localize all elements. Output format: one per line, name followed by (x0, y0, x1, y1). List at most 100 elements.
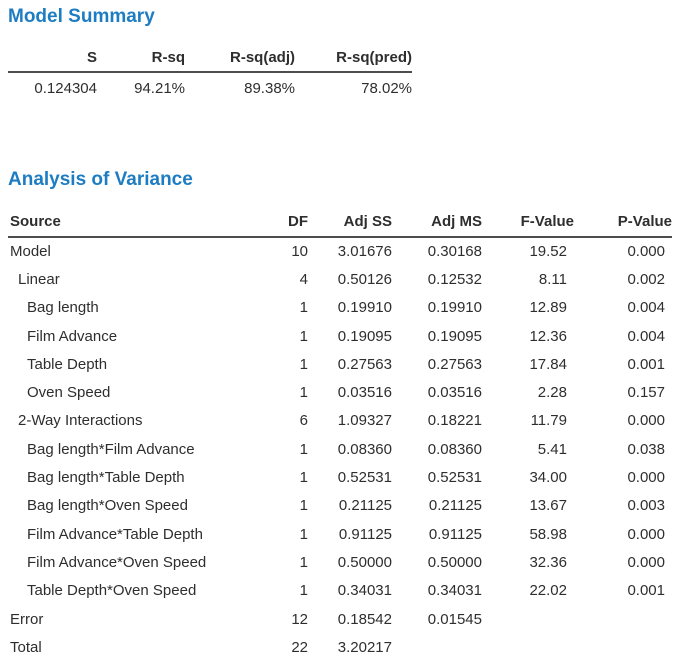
column-header-adj-ss: Adj SS (308, 213, 392, 237)
adj-ss-cell: 0.34031 (308, 577, 392, 605)
adj-ss-cell: 3.01676 (308, 237, 392, 265)
df-cell: 4 (278, 265, 308, 293)
f-value-cell: 17.84 (482, 350, 574, 378)
f-value-cell: 32.36 (482, 548, 574, 576)
f-value-cell: 12.36 (482, 322, 574, 350)
statistics-report: Model Summary S R-sq R-sq(adj) R-sq(pred… (0, 0, 686, 661)
table-row: Model 10 3.01676 0.30168 19.52 0.000 (8, 237, 672, 265)
adj-ss-cell: 0.50000 (308, 548, 392, 576)
table-row: Bag length*Film Advance 1 0.08360 0.0836… (8, 435, 672, 463)
p-value-cell: 0.004 (574, 294, 672, 322)
df-cell: 22 (278, 633, 308, 661)
table-row: Total 22 3.20217 (8, 633, 672, 661)
f-value-cell: 19.52 (482, 237, 574, 265)
column-header-rsq-pred: R-sq(pred) (295, 49, 412, 72)
source-cell: Total (8, 633, 278, 661)
f-value-cell: 8.11 (482, 265, 574, 293)
df-cell: 1 (278, 350, 308, 378)
p-value-cell: 0.001 (574, 350, 672, 378)
p-value-cell: 0.000 (574, 463, 672, 491)
df-cell: 1 (278, 378, 308, 406)
p-value-cell: 0.000 (574, 407, 672, 435)
adj-ms-cell: 0.12532 (392, 265, 482, 293)
adj-ss-cell: 0.52531 (308, 463, 392, 491)
adj-ss-cell: 3.20217 (308, 633, 392, 661)
adj-ms-cell: 0.52531 (392, 463, 482, 491)
p-value-cell: 0.001 (574, 577, 672, 605)
df-cell: 1 (278, 435, 308, 463)
adj-ms-cell (392, 633, 482, 661)
adj-ss-cell: 0.03516 (308, 378, 392, 406)
adj-ms-cell: 0.30168 (392, 237, 482, 265)
source-cell: Error (8, 605, 278, 633)
column-header-p-value: P-Value (574, 213, 672, 237)
df-cell: 1 (278, 294, 308, 322)
source-cell: Bag length*Film Advance (8, 435, 278, 463)
adj-ms-cell: 0.01545 (392, 605, 482, 633)
adj-ss-cell: 0.21125 (308, 492, 392, 520)
anova-title: Analysis of Variance (8, 169, 686, 191)
table-row: Table Depth*Oven Speed 1 0.34031 0.34031… (8, 577, 672, 605)
f-value-cell: 13.67 (482, 492, 574, 520)
adj-ms-cell: 0.08360 (392, 435, 482, 463)
column-header-source: Source (8, 213, 278, 237)
f-value-cell: 11.79 (482, 407, 574, 435)
table-row: Film Advance*Oven Speed 1 0.50000 0.5000… (8, 548, 672, 576)
rsq-adj-value: 89.38% (185, 72, 295, 97)
df-cell: 1 (278, 463, 308, 491)
source-cell: Bag length (8, 294, 278, 322)
p-value-cell: 0.003 (574, 492, 672, 520)
source-cell: Table Depth (8, 350, 278, 378)
p-value-cell: 0.000 (574, 520, 672, 548)
p-value-cell (574, 633, 672, 661)
rsq-pred-value: 78.02% (295, 72, 412, 97)
adj-ms-cell: 0.19910 (392, 294, 482, 322)
source-cell: Bag length*Oven Speed (8, 492, 278, 520)
table-row: Bag length 1 0.19910 0.19910 12.89 0.004 (8, 294, 672, 322)
adj-ss-cell: 0.91125 (308, 520, 392, 548)
source-cell: Oven Speed (8, 378, 278, 406)
adj-ss-cell: 0.08360 (308, 435, 392, 463)
column-header-f-value: F-Value (482, 213, 574, 237)
table-row: Table Depth 1 0.27563 0.27563 17.84 0.00… (8, 350, 672, 378)
f-value-cell: 34.00 (482, 463, 574, 491)
adj-ms-cell: 0.19095 (392, 322, 482, 350)
model-summary-table: S R-sq R-sq(adj) R-sq(pred) 0.124304 94.… (8, 49, 412, 97)
adj-ss-cell: 0.27563 (308, 350, 392, 378)
column-header-rsq: R-sq (97, 49, 185, 72)
source-cell: Bag length*Table Depth (8, 463, 278, 491)
df-cell: 1 (278, 520, 308, 548)
table-row: Bag length*Table Depth 1 0.52531 0.52531… (8, 463, 672, 491)
p-value-cell: 0.000 (574, 548, 672, 576)
adj-ss-cell: 0.19095 (308, 322, 392, 350)
table-row: Film Advance*Table Depth 1 0.91125 0.911… (8, 520, 672, 548)
table-row: Bag length*Oven Speed 1 0.21125 0.21125 … (8, 492, 672, 520)
p-value-cell (574, 605, 672, 633)
table-row: Oven Speed 1 0.03516 0.03516 2.28 0.157 (8, 378, 672, 406)
column-header-s: S (8, 49, 97, 72)
column-header-df: DF (278, 213, 308, 237)
adj-ss-cell: 0.18542 (308, 605, 392, 633)
f-value-cell (482, 633, 574, 661)
adj-ms-cell: 0.03516 (392, 378, 482, 406)
adj-ms-cell: 0.21125 (392, 492, 482, 520)
adj-ms-cell: 0.50000 (392, 548, 482, 576)
f-value-cell (482, 605, 574, 633)
p-value-cell: 0.157 (574, 378, 672, 406)
adj-ms-cell: 0.18221 (392, 407, 482, 435)
anova-header-row: Source DF Adj SS Adj MS F-Value P-Value (8, 213, 672, 237)
table-row: Linear 4 0.50126 0.12532 8.11 0.002 (8, 265, 672, 293)
s-value: 0.124304 (8, 72, 97, 97)
source-cell: Film Advance (8, 322, 278, 350)
adj-ms-cell: 0.27563 (392, 350, 482, 378)
df-cell: 10 (278, 237, 308, 265)
adj-ms-cell: 0.34031 (392, 577, 482, 605)
table-row: Film Advance 1 0.19095 0.19095 12.36 0.0… (8, 322, 672, 350)
f-value-cell: 58.98 (482, 520, 574, 548)
source-cell: Model (8, 237, 278, 265)
source-cell: 2-Way Interactions (8, 407, 278, 435)
f-value-cell: 22.02 (482, 577, 574, 605)
model-summary-title: Model Summary (8, 6, 686, 28)
source-cell: Linear (8, 265, 278, 293)
df-cell: 1 (278, 548, 308, 576)
